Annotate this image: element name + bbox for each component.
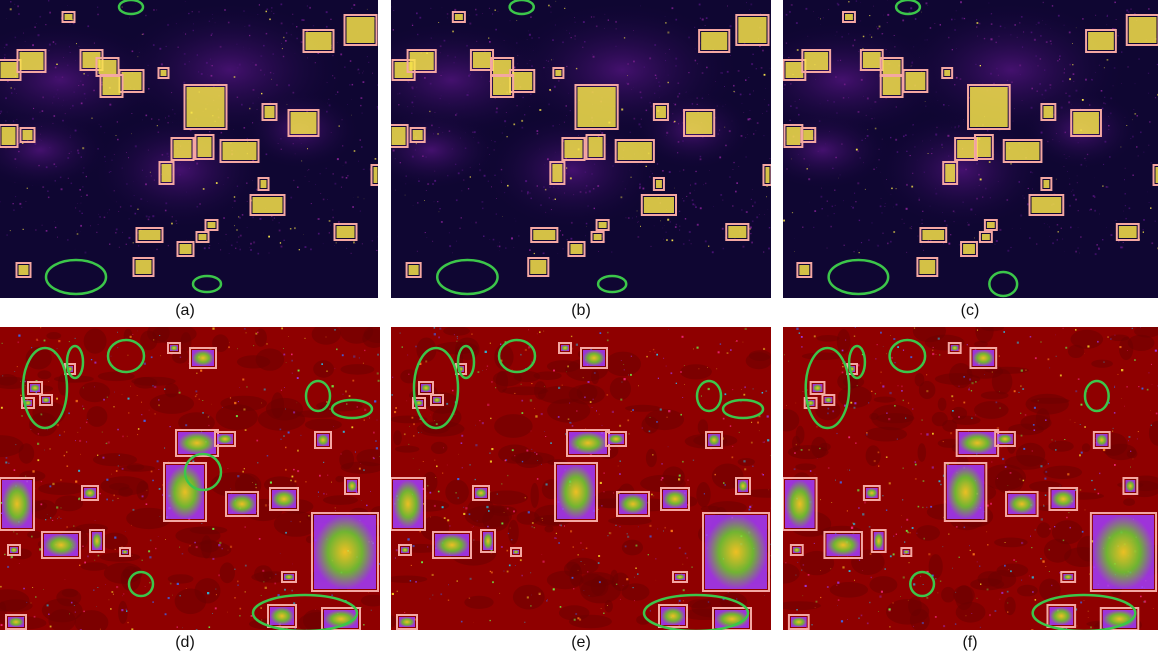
heatmap-a [0, 0, 378, 298]
panel-b [391, 0, 771, 298]
panel-c [783, 0, 1158, 298]
panel-e [391, 327, 771, 630]
heatmap-d [0, 327, 380, 630]
caption-c: (c) [960, 302, 980, 319]
heatmap-f [783, 327, 1158, 630]
caption-b: (b) [571, 302, 591, 319]
heatmap-e [391, 327, 771, 630]
panel-a [0, 0, 378, 298]
caption-d: (d) [175, 634, 195, 651]
panel-d [0, 327, 380, 630]
caption-e: (e) [571, 634, 591, 651]
caption-f: (f) [962, 634, 978, 651]
heatmap-b [391, 0, 771, 298]
panel-f [783, 327, 1158, 630]
caption-a: (a) [175, 302, 195, 319]
heatmap-c [783, 0, 1158, 298]
